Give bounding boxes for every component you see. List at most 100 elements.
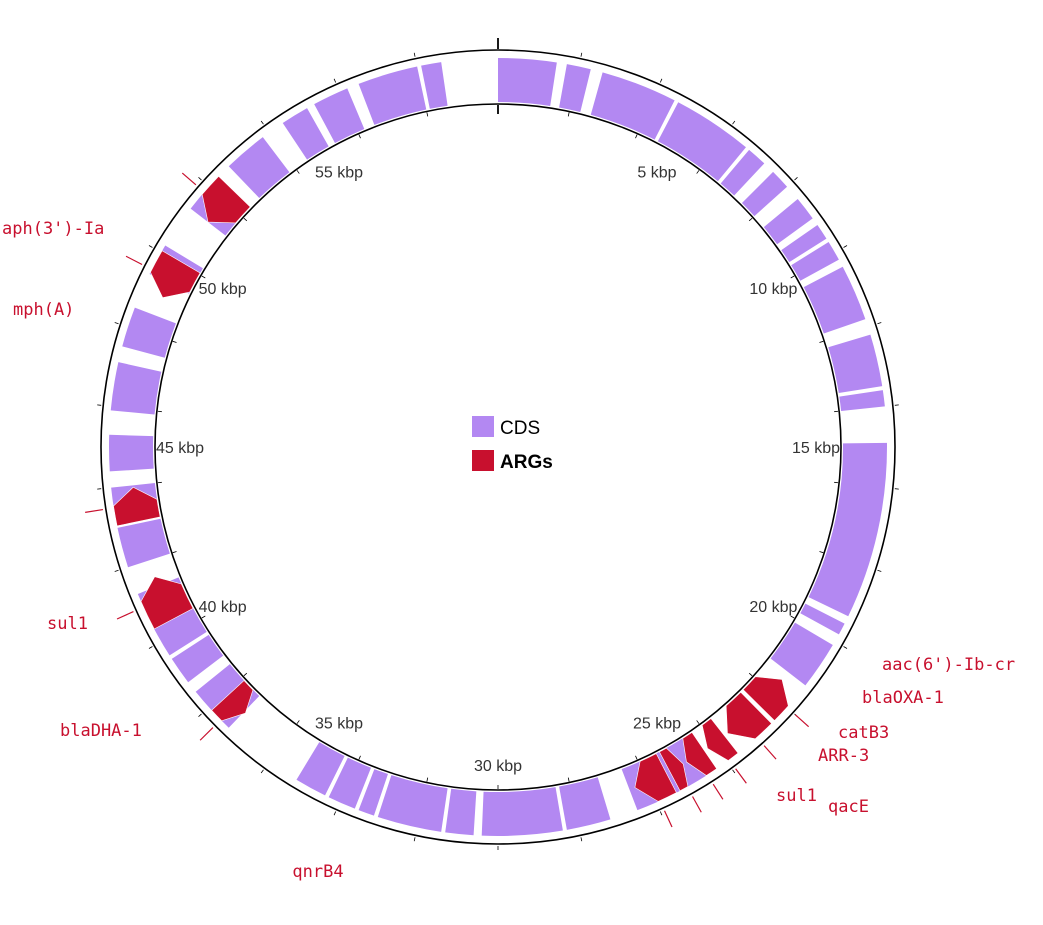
cds-block (559, 64, 591, 112)
arg-leader-line (663, 810, 673, 828)
outer-tick (148, 646, 153, 649)
cds-block (559, 777, 611, 830)
cds-block (282, 108, 329, 160)
arg-arrow (742, 676, 789, 722)
cds-block (171, 634, 224, 683)
legend: CDS ARGs (472, 416, 553, 473)
arg-label: qnrB4 (292, 862, 343, 882)
cds-block (153, 606, 207, 656)
arg-leader-line (692, 796, 702, 813)
inner-tick (358, 755, 361, 760)
cds-block (803, 266, 866, 334)
outer-tick (413, 837, 416, 842)
kbp-label: 25 kbp (633, 715, 681, 732)
inner-tick (426, 777, 429, 782)
inner-tick (201, 615, 206, 619)
inner-backbone-ring (154, 103, 842, 791)
cds-block (296, 742, 345, 796)
kbp-label: 5 kbp (637, 165, 676, 182)
legend-label-args: ARGs (500, 452, 553, 473)
arg-leader-line (116, 611, 134, 620)
cds-block (791, 242, 839, 281)
inner-tick (358, 134, 361, 139)
arg-leader-line (735, 768, 747, 784)
arg-arrow (211, 680, 254, 722)
kbp-label: 50 kbp (199, 281, 247, 298)
inner-tick (172, 551, 177, 554)
outer-tick (732, 120, 736, 125)
arg-label: mph(A) (13, 300, 74, 320)
inner-tick (819, 340, 824, 343)
outer-tick (794, 177, 798, 181)
outer-tick (114, 569, 119, 572)
outer-tick (260, 769, 264, 774)
inner-tick (790, 615, 795, 619)
arg-leader-line (85, 508, 104, 513)
arg-label: sul1 (47, 614, 88, 634)
cds-block (828, 334, 883, 394)
outer-tick (843, 245, 848, 248)
kbp-label: 40 kbp (199, 599, 247, 616)
legend-label-cds: CDS (500, 418, 540, 439)
cds-block (498, 58, 557, 106)
arg-arrow (113, 486, 161, 527)
tick-marks (97, 38, 899, 850)
arg-arrow (725, 691, 773, 740)
outer-tick (732, 769, 736, 774)
arg-label: aph(3')-Ia (2, 219, 104, 239)
kbp-label: 45 kbp (156, 440, 204, 457)
cds-block (421, 62, 448, 109)
arg-leader-line (199, 727, 214, 741)
inner-tick (635, 755, 638, 760)
arg-arrow (150, 250, 201, 299)
kbp-label: 10 kbp (749, 281, 797, 298)
outer-tick (198, 177, 202, 181)
kbp-label: 20 kbp (749, 599, 797, 616)
arg-leader-line (763, 745, 777, 760)
inner-tick (819, 551, 824, 554)
arg-leader-line (125, 255, 143, 266)
kbp-label: 55 kbp (315, 165, 363, 182)
outer-tick (580, 52, 583, 57)
arg-arrow (634, 753, 677, 802)
inner-tick (635, 134, 638, 139)
cds-block (839, 390, 885, 411)
inner-tick (790, 275, 795, 279)
cds-block (657, 102, 746, 182)
inner-tick (696, 170, 700, 174)
arg-arrow (201, 175, 251, 224)
kbp-label: 35 kbp (315, 715, 363, 732)
cds-track (109, 58, 887, 836)
cds-block (117, 518, 170, 568)
arg-arrow (701, 718, 739, 761)
cds-block (110, 362, 162, 415)
inner-tick (296, 170, 300, 174)
outer-tick (198, 713, 202, 717)
legend-swatch-args (472, 450, 494, 471)
kbp-scale-labels: 5 kbp 10 kbp 15 kbp 20 kbp 25 kbp 30 kbp 35 kb… (156, 165, 840, 775)
kbp-label: 30 kbp (474, 758, 522, 775)
arg-arrow (140, 576, 194, 630)
inner-tick (426, 112, 429, 117)
cds-block (377, 775, 448, 832)
cds-block (358, 66, 427, 125)
outer-tick (260, 120, 264, 125)
outer-tick (148, 245, 153, 248)
arg-label: aac(6')-Ib-cr (882, 655, 1015, 675)
cds-block (109, 434, 154, 472)
arg-leader-line (181, 172, 197, 186)
arg-label: sul1 (776, 786, 817, 806)
inner-tick (567, 112, 570, 117)
arg-labels: aac(6')-Ib-cr blaOXA-1 catB3 ARR-3 qacE sul1 q… (2, 172, 1015, 882)
arg-arrow (659, 747, 689, 792)
cds-block (228, 137, 290, 198)
arg-track (113, 175, 789, 802)
arg-label: blaOXA-1 (862, 688, 944, 708)
cds-block (481, 787, 563, 836)
cds-block (808, 442, 887, 617)
cds-block (445, 788, 477, 836)
inner-tick (201, 275, 206, 279)
cds-block (741, 171, 788, 217)
arg-label: catB3 (838, 723, 889, 743)
